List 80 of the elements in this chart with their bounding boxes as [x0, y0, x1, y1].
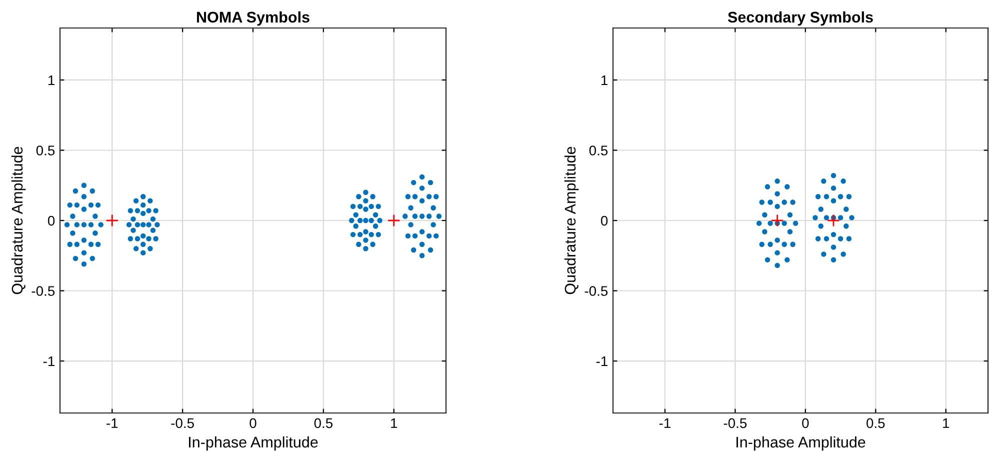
x-tick-label: 0.5 [866, 418, 885, 428]
x-tick-label: -0.5 [724, 418, 747, 428]
point [830, 172, 836, 178]
point [782, 200, 787, 205]
y-tick-label: 0 [48, 216, 55, 226]
x-tick-label: 0.5 [314, 418, 333, 428]
point [782, 242, 787, 247]
y-tick-label: 1 [48, 75, 54, 86]
point [838, 236, 844, 242]
point [768, 220, 773, 226]
point [787, 212, 793, 218]
point [844, 206, 849, 212]
point [762, 212, 768, 218]
point [784, 184, 790, 190]
point [818, 224, 824, 229]
point [818, 206, 824, 212]
x-tick-label: 1 [391, 418, 398, 428]
point [838, 194, 844, 200]
x-axis-title: In-phase Amplitude [736, 436, 866, 451]
point [768, 242, 773, 247]
point [827, 214, 840, 228]
point [790, 200, 796, 205]
point [846, 194, 852, 200]
point [774, 191, 780, 196]
point [792, 220, 798, 226]
x-tick-label: 0 [250, 418, 256, 428]
y-tick-label: 1 [601, 75, 608, 86]
point [762, 229, 768, 234]
point [787, 229, 793, 234]
x-tick-label: 0 [802, 418, 809, 428]
point [824, 194, 830, 200]
point [815, 236, 821, 242]
point [774, 238, 780, 243]
x-axis-title: In-phase Amplitude [189, 436, 318, 451]
point [849, 215, 854, 220]
point [774, 204, 780, 210]
point [774, 262, 780, 268]
x-tick-label: -1 [106, 418, 118, 428]
point [756, 220, 762, 226]
x-tick-label: -0.5 [171, 418, 194, 428]
point [830, 257, 836, 262]
y-tick-label: -1 [596, 356, 608, 366]
y-tick-label: 0.5 [589, 146, 608, 156]
point [784, 257, 790, 262]
point [774, 250, 780, 256]
y-axis-title: Quadrature Amplitude [564, 146, 579, 294]
point [782, 220, 787, 226]
point [824, 236, 830, 242]
point [764, 184, 770, 190]
x-tick-label: 1 [943, 418, 950, 428]
point [830, 186, 836, 191]
point [821, 178, 826, 184]
point [770, 214, 784, 228]
point [759, 242, 764, 247]
point [844, 224, 849, 229]
point [840, 178, 846, 184]
point [830, 232, 836, 238]
y-tick-label: 0.5 [36, 146, 55, 156]
y-tick-label: -0.5 [32, 286, 55, 296]
point [824, 215, 830, 220]
point [830, 198, 836, 204]
y-tick-label: -0.5 [584, 286, 608, 296]
y-tick-label: 0 [600, 216, 608, 226]
point [840, 252, 846, 257]
y-tick-label: -1 [43, 356, 54, 366]
y-axis-title: Quadrature Amplitude [11, 146, 26, 294]
point [790, 242, 796, 247]
point [774, 178, 780, 184]
point [830, 244, 836, 250]
point [846, 236, 852, 242]
point [759, 200, 764, 205]
point [768, 200, 773, 205]
point [838, 215, 844, 220]
point [821, 252, 826, 257]
chart-title: NOMA Symbols [197, 11, 310, 26]
point [815, 194, 821, 200]
point [764, 257, 770, 262]
point [812, 215, 818, 220]
x-tick-label: -1 [659, 418, 670, 428]
chart-title: Secondary Symbols [728, 11, 873, 26]
